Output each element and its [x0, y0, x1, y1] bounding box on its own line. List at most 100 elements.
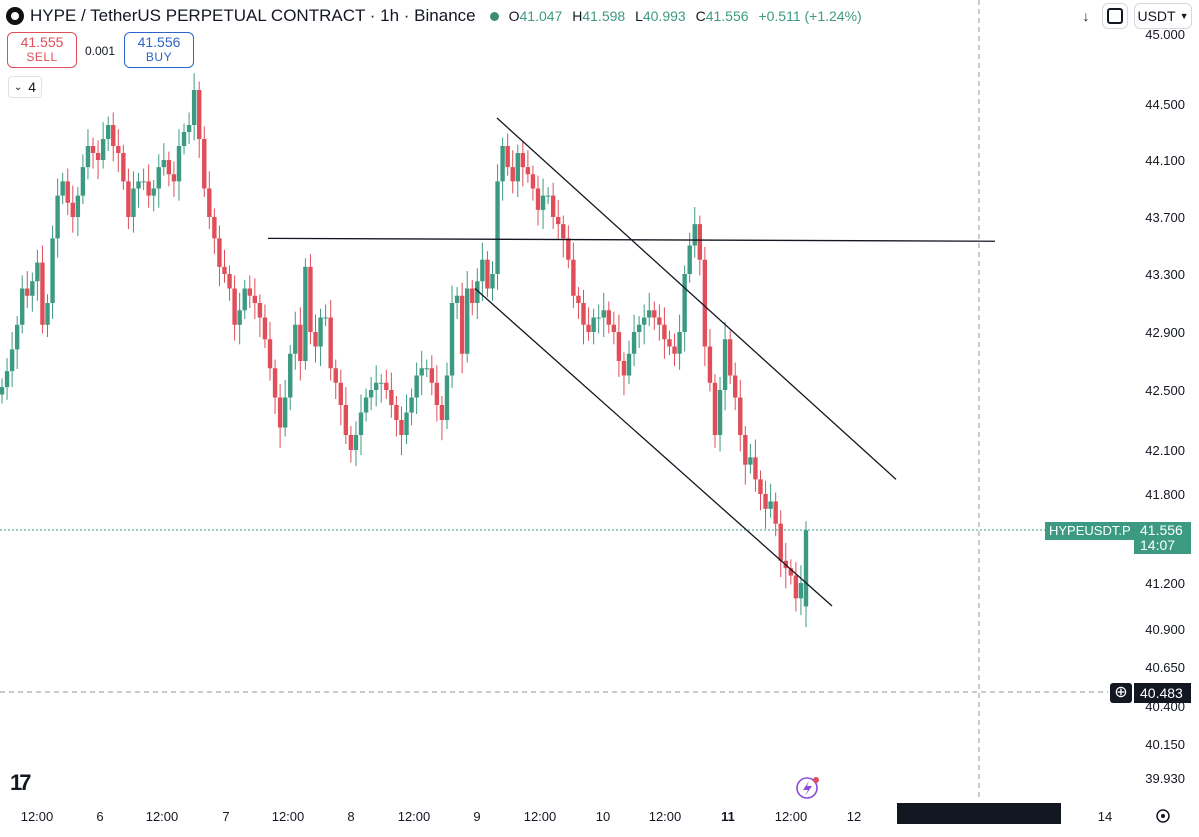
- crosshair-price: 40.483: [1140, 685, 1183, 701]
- x-tick-label: 6: [96, 809, 103, 824]
- candle-body: [540, 195, 546, 210]
- arrow-down-icon: ↓: [1082, 8, 1090, 24]
- candle-body: [40, 262, 45, 325]
- candle-body: [252, 295, 258, 303]
- candle-body: [303, 266, 308, 361]
- candle-body: [647, 310, 652, 318]
- candle-body: [490, 274, 495, 289]
- candle-body: [652, 310, 657, 318]
- candle-body: [343, 405, 349, 435]
- candle-body: [146, 181, 151, 196]
- candle-body: [535, 188, 541, 210]
- candle-body: [65, 181, 70, 203]
- candle-body: [702, 259, 708, 347]
- bar-countdown: 14:07: [1140, 537, 1176, 553]
- candle-body: [282, 397, 288, 428]
- candle-body: [480, 259, 485, 282]
- x-tick-label: 12:00: [146, 809, 179, 824]
- fullscreen-button[interactable]: [1102, 3, 1128, 29]
- candle-body: [581, 303, 586, 325]
- symbol-title[interactable]: HYPE / TetherUS PERPETUAL CONTRACT · 1h …: [30, 6, 476, 25]
- candle-body: [75, 195, 81, 217]
- ohlc-close-key: C: [695, 8, 706, 24]
- candle-body: [166, 160, 172, 175]
- last-price-value: 41.556: [1140, 522, 1183, 538]
- candle-body: [55, 195, 60, 239]
- currency-select[interactable]: USDT ▼: [1134, 3, 1192, 29]
- x-tick-label: 12:00: [524, 809, 557, 824]
- candle-body: [272, 368, 278, 398]
- candle-body: [348, 435, 354, 450]
- candle-body: [131, 188, 136, 217]
- candle-body: [692, 224, 697, 246]
- candle-body: [105, 125, 111, 139]
- candle-body: [606, 310, 611, 325]
- candle-body: [151, 188, 156, 196]
- download-button[interactable]: ↓: [1073, 3, 1099, 29]
- drawings-layer: [267, 117, 996, 607]
- candle-body: [459, 295, 465, 354]
- indicators-toggle[interactable]: ⌄ 4: [8, 76, 42, 98]
- channel-upper-line: [496, 117, 897, 480]
- candles-layer: [0, 73, 809, 628]
- candle-body: [232, 288, 237, 325]
- sell-button[interactable]: 41.555 SELL: [7, 32, 77, 68]
- candle-body: [733, 375, 738, 398]
- candle-body: [318, 317, 323, 347]
- ohlc-low-key: L: [635, 8, 643, 24]
- candle-body: [545, 195, 551, 197]
- candle-body: [571, 259, 576, 296]
- buy-label: BUY: [145, 50, 173, 64]
- candle-body: [561, 224, 566, 239]
- symbol-price-badge: HYPEUSDT.P: [1045, 522, 1135, 540]
- candle-body: [30, 281, 35, 296]
- candle-body: [257, 303, 263, 318]
- candle-body: [743, 435, 748, 465]
- candle-body: [419, 368, 424, 376]
- candle-body: [631, 332, 637, 354]
- candle-body: [262, 317, 268, 340]
- candle-body: [727, 339, 733, 376]
- candle-body: [454, 295, 460, 303]
- buy-button[interactable]: 41.556 BUY: [124, 32, 194, 68]
- candle-body: [470, 288, 475, 303]
- candle-body: [773, 501, 778, 524]
- crosshair-add-button[interactable]: ⊕: [1110, 683, 1132, 703]
- tradingview-logo-icon[interactable]: 17: [10, 770, 32, 795]
- x-tick-label: 7: [222, 809, 229, 824]
- candle-body: [444, 375, 450, 420]
- currency-select-value: USDT: [1137, 8, 1176, 24]
- candle-body: [191, 90, 197, 125]
- candle-body: [197, 90, 202, 139]
- sell-label: SELL: [26, 50, 58, 64]
- candle-body: [788, 568, 794, 576]
- candle-body: [161, 160, 167, 168]
- candle-body: [621, 361, 627, 376]
- y-tick-label: 41.200: [1145, 576, 1185, 591]
- time-axis: 12:00 6 12:00 7 12:00 8 12:00 9 12:00 10 12:00 11 12…: [21, 809, 1113, 824]
- candle-body: [657, 317, 662, 325]
- sell-price: 41.555: [20, 34, 64, 50]
- candle-body: [697, 224, 703, 260]
- candle-body: [672, 346, 677, 354]
- candle-body: [500, 146, 505, 182]
- y-tick-label: 39.930: [1145, 771, 1185, 786]
- candle-body: [308, 266, 313, 332]
- flash-icon-bolt: [803, 781, 812, 796]
- candle-body: [116, 146, 121, 153]
- candle-body: [45, 303, 50, 325]
- candle-body: [363, 397, 369, 413]
- candle-body: [293, 324, 298, 354]
- candle-body: [207, 188, 212, 217]
- ohlc-open-key: O: [508, 8, 520, 24]
- candle-body: [793, 575, 799, 599]
- candle-body: [515, 153, 520, 182]
- candle-body: [0, 387, 5, 395]
- y-tick-label: 40.150: [1145, 737, 1185, 752]
- candle-body: [758, 479, 763, 494]
- candle-body: [636, 324, 642, 332]
- candle-body: [288, 353, 293, 398]
- candle-body: [626, 353, 632, 376]
- candle-body: [181, 132, 187, 146]
